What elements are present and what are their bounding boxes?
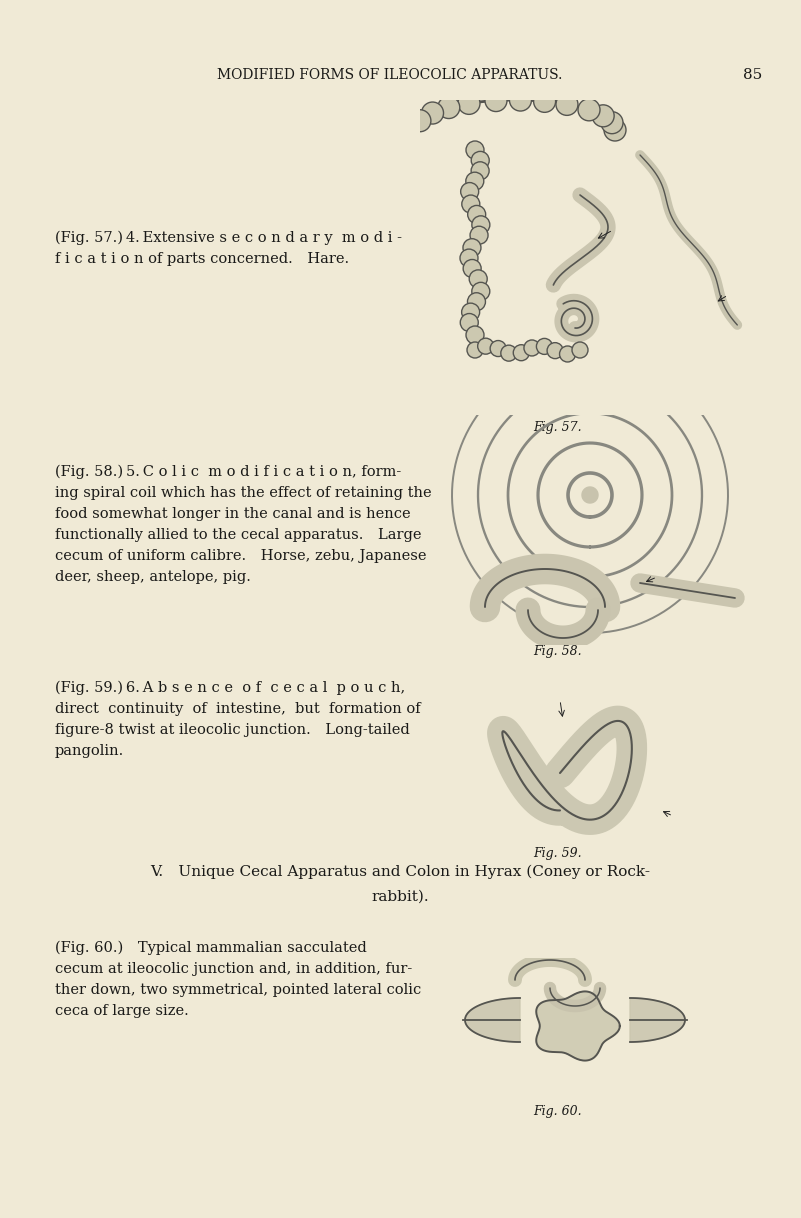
- Text: (Fig. 57.) 4. Extensive s e c o n d a r y  m o d i -: (Fig. 57.) 4. Extensive s e c o n d a r …: [55, 230, 402, 245]
- Text: deer, sheep, antelope, pig.: deer, sheep, antelope, pig.: [55, 570, 251, 583]
- Text: cecum of uniform calibre. Horse, zebu, Japanese: cecum of uniform calibre. Horse, zebu, J…: [55, 549, 426, 563]
- Text: pangolin.: pangolin.: [55, 744, 124, 758]
- Text: V. Unique Cecal Apparatus and Colon in Hyrax (Coney or Rock-: V. Unique Cecal Apparatus and Colon in H…: [150, 865, 650, 879]
- Text: 85: 85: [743, 68, 762, 82]
- Text: cecum at ileocolic junction and, in addition, fur-: cecum at ileocolic junction and, in addi…: [55, 962, 413, 976]
- Text: (Fig. 59.) 6. A b s e n c e  o f  c e c a l  p o u c h,: (Fig. 59.) 6. A b s e n c e o f c e c a …: [55, 681, 405, 695]
- Text: ther down, two symmetrical, pointed lateral colic: ther down, two symmetrical, pointed late…: [55, 983, 421, 998]
- Text: (Fig. 58.) 5. C o l i c  m o d i f i c a t i o n, form-: (Fig. 58.) 5. C o l i c m o d i f i c a …: [55, 465, 401, 479]
- Text: ing spiral coil which has the effect of retaining the: ing spiral coil which has the effect of …: [55, 486, 432, 501]
- Text: figure-8 twist at ileocolic junction. Long-tailed: figure-8 twist at ileocolic junction. Lo…: [55, 723, 410, 737]
- Text: food somewhat longer in the canal and is hence: food somewhat longer in the canal and is…: [55, 507, 411, 521]
- Text: ceca of large size.: ceca of large size.: [55, 1004, 189, 1018]
- Text: Fig. 59.: Fig. 59.: [533, 848, 582, 860]
- Text: MODIFIED FORMS OF ILEOCOLIC APPARATUS.: MODIFIED FORMS OF ILEOCOLIC APPARATUS.: [217, 68, 562, 82]
- Text: Fig. 58.: Fig. 58.: [533, 644, 582, 658]
- Text: f i c a t i o n of parts concerned. Hare.: f i c a t i o n of parts concerned. Hare…: [55, 252, 349, 266]
- Text: direct  continuity  of  intestine,  but  formation of: direct continuity of intestine, but form…: [55, 702, 421, 716]
- Text: (Fig. 60.) Typical mammalian sacculated: (Fig. 60.) Typical mammalian sacculated: [55, 940, 367, 955]
- Text: Fig. 60.: Fig. 60.: [533, 1106, 582, 1118]
- Text: functionally allied to the cecal apparatus. Large: functionally allied to the cecal apparat…: [55, 527, 421, 542]
- Text: Fig. 57.: Fig. 57.: [533, 421, 582, 435]
- Text: rabbit).: rabbit).: [371, 890, 429, 904]
